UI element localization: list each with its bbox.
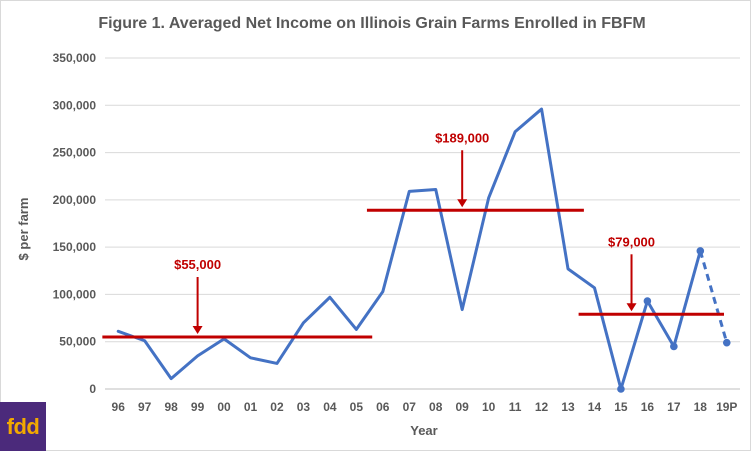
projection-line (698, 250, 729, 344)
x-tick-label: 13 (561, 400, 575, 414)
y-axis-title: $ per farm (16, 198, 31, 261)
y-tick-label: 100,000 (53, 287, 97, 301)
y-tick-label: 200,000 (53, 193, 97, 207)
x-axis-title: Year (410, 423, 437, 438)
average-label: $55,000 (174, 257, 221, 272)
y-axis-ticks: 0 50,000 100,000 150,000 200,000 250,000 300,0… (53, 51, 97, 396)
x-tick-label: 00 (217, 400, 231, 414)
average-arrow-head (626, 303, 637, 312)
average-label: $189,000 (435, 130, 489, 145)
x-tick-label: 15 (614, 400, 628, 414)
x-axis-ticks: 96 97 98 99 00 01 02 03 04 05 06 07 08 09 10 11 12 13 14 15… (112, 400, 738, 414)
x-tick-label: 18 (694, 400, 708, 414)
y-tick-label: 350,000 (53, 51, 97, 65)
x-tick-label: 08 (429, 400, 443, 414)
fdd-logo: fdd (0, 402, 46, 451)
x-tick-label: 19P (716, 400, 737, 414)
y-tick-label: 0 (89, 382, 96, 396)
x-tick-label: 06 (376, 400, 390, 414)
x-tick-label: 09 (456, 400, 470, 414)
x-tick-label: 07 (403, 400, 417, 414)
average-arrow-head (192, 325, 203, 334)
x-tick-label: 02 (270, 400, 284, 414)
x-tick-label: 16 (641, 400, 655, 414)
data-point-marker (722, 338, 731, 347)
y-tick-label: 50,000 (59, 335, 96, 349)
average-arrow-head (457, 199, 468, 208)
data-point-marker (617, 385, 625, 393)
x-tick-label: 04 (323, 400, 337, 414)
series-line (116, 107, 702, 391)
chart-title: Figure 1. Averaged Net Income on Illinoi… (98, 15, 645, 32)
data-point-marker (696, 247, 705, 255)
data-point-marker (643, 297, 652, 305)
x-tick-label: 05 (350, 400, 364, 414)
average-annotations: $55,000 $189,000 $79,000 (102, 130, 724, 339)
x-tick-label: 99 (191, 400, 205, 414)
data-point-marker (670, 342, 678, 351)
x-tick-label: 11 (509, 400, 522, 414)
x-tick-label: 01 (244, 400, 258, 414)
x-tick-label: 97 (138, 400, 152, 414)
y-tick-label: 250,000 (53, 146, 97, 160)
x-tick-label: 17 (667, 400, 681, 414)
x-tick-label: 96 (112, 400, 126, 414)
y-tick-label: 300,000 (53, 98, 97, 112)
x-tick-label: 03 (297, 400, 311, 414)
x-tick-label: 12 (535, 400, 549, 414)
series-layer (116, 107, 731, 393)
average-label: $79,000 (608, 234, 655, 249)
x-tick-label: 14 (588, 400, 602, 414)
y-tick-label: 150,000 (53, 240, 97, 254)
grid-lines (105, 57, 740, 390)
x-tick-label: 10 (482, 400, 496, 414)
x-tick-label: 98 (164, 400, 178, 414)
